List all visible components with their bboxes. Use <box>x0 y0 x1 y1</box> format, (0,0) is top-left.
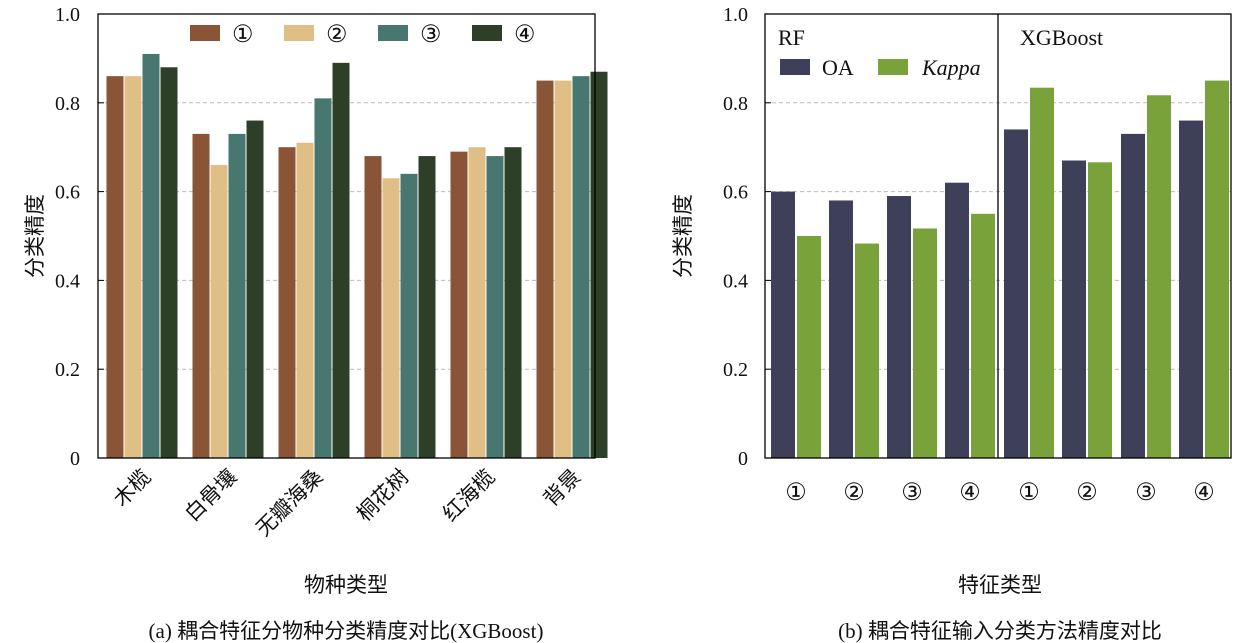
bar-OA-6 <box>1121 133 1145 458</box>
x-tick-label: ① <box>785 480 807 506</box>
bar-②-桐花树 <box>382 178 400 458</box>
y-tick-label: 0 <box>70 448 80 470</box>
bar-OA-1 <box>829 200 853 459</box>
bar-Kappa-2 <box>913 228 937 458</box>
y-tick-label: 0.6 <box>723 182 748 204</box>
caption-b: (b) 耦合特征输入分类方法精度对比 <box>838 619 1162 643</box>
bar-①-桐花树 <box>364 156 382 458</box>
bar-OA-5 <box>1062 160 1086 458</box>
bar-④-桐花树 <box>418 156 436 458</box>
legend-label: ① <box>232 22 254 48</box>
legend-swatch-kappa <box>878 59 908 75</box>
bar-OA-7 <box>1179 120 1203 458</box>
x-tick-label: 红海榄 <box>438 465 500 527</box>
x-tick-label: ④ <box>1193 480 1215 506</box>
bar-OA-4 <box>1004 129 1028 458</box>
bar-③-红海榄 <box>486 156 504 458</box>
legend-label: ③ <box>420 22 442 48</box>
bar-Kappa-6 <box>1147 95 1171 458</box>
bar-②-木榄 <box>124 76 142 458</box>
bar-③-桐花树 <box>400 173 418 458</box>
x-tick-label: 背景 <box>539 465 586 512</box>
bar-Kappa-4 <box>1030 87 1054 458</box>
x-tick-label: ④ <box>959 480 981 506</box>
legend-label-kappa: Kappa <box>921 55 981 80</box>
x-axis-title: 特征类型 <box>958 573 1042 597</box>
x-tick-label: 白骨壤 <box>180 465 242 527</box>
x-tick-label: ③ <box>901 480 923 506</box>
y-tick-label: 0.4 <box>723 270 748 292</box>
x-tick-label: ③ <box>1135 480 1157 506</box>
legend-swatch-oa <box>780 59 810 75</box>
legend-swatch-2 <box>378 25 408 41</box>
bar-①-红海榄 <box>450 151 468 458</box>
bar-②-无瓣海桑 <box>296 142 314 458</box>
y-tick-label: 0.2 <box>723 359 748 381</box>
bar-Kappa-3 <box>971 213 995 458</box>
bar-④-红海榄 <box>504 147 522 458</box>
bar-①-白骨壤 <box>192 133 210 458</box>
bar-①-木榄 <box>106 76 124 458</box>
bar-③-背景 <box>572 76 590 458</box>
bar-④-无瓣海桑 <box>332 62 350 459</box>
bar-Kappa-0 <box>797 236 821 458</box>
bar-④-白骨壤 <box>246 120 264 458</box>
bar-③-无瓣海桑 <box>314 98 332 459</box>
y-tick-label: 0.8 <box>723 93 748 115</box>
legend-swatch-3 <box>472 25 502 41</box>
bar-②-白骨壤 <box>210 164 228 458</box>
y-axis-title: 分类精度 <box>23 194 47 278</box>
y-tick-label: 0 <box>738 448 748 470</box>
plot-frame <box>97 13 596 459</box>
bar-②-背景 <box>554 80 572 458</box>
x-tick-label: 桐花树 <box>352 465 414 527</box>
x-tick-label: ② <box>843 480 865 506</box>
y-tick-label: 0.8 <box>55 93 80 115</box>
caption-a: (a) 耦合特征分物种分类精度对比(XGBoost) <box>149 619 544 643</box>
bar-③-白骨壤 <box>228 133 246 458</box>
bar-Kappa-1 <box>855 243 879 458</box>
legend-swatch-1 <box>284 25 314 41</box>
bar-Kappa-7 <box>1205 80 1229 458</box>
bar-①-无瓣海桑 <box>278 147 296 458</box>
x-tick-label: ② <box>1076 480 1098 506</box>
y-tick-label: 0.4 <box>55 270 80 292</box>
legend-label: ② <box>326 22 348 48</box>
legend-label: ④ <box>514 22 536 48</box>
legend-label-oa: OA <box>822 55 854 80</box>
x-tick-label: 木榄 <box>109 465 156 512</box>
bar-OA-3 <box>945 182 969 458</box>
y-tick-label: 0.2 <box>55 359 80 381</box>
bar-②-红海榄 <box>468 147 486 458</box>
panel-label-rf: RF <box>778 25 805 50</box>
x-axis-title: 物种类型 <box>304 573 388 597</box>
x-tick-label: 无瓣海桑 <box>251 465 327 541</box>
bar-④-木榄 <box>160 67 178 458</box>
bar-OA-2 <box>887 196 911 459</box>
y-tick-label: 0.6 <box>55 182 80 204</box>
bar-OA-0 <box>771 191 795 458</box>
bar-③-木榄 <box>142 53 160 459</box>
x-tick-label: ① <box>1018 480 1040 506</box>
bar-④-背景 <box>590 71 608 458</box>
bar-①-背景 <box>536 80 554 458</box>
y-axis-title: 分类精度 <box>671 194 695 278</box>
y-tick-label: 1.0 <box>55 4 80 26</box>
y-tick-label: 1.0 <box>723 4 748 26</box>
panel-label-xgboost: XGBoost <box>1020 25 1103 50</box>
bar-Kappa-5 <box>1088 162 1112 458</box>
legend-swatch-0 <box>190 25 220 41</box>
